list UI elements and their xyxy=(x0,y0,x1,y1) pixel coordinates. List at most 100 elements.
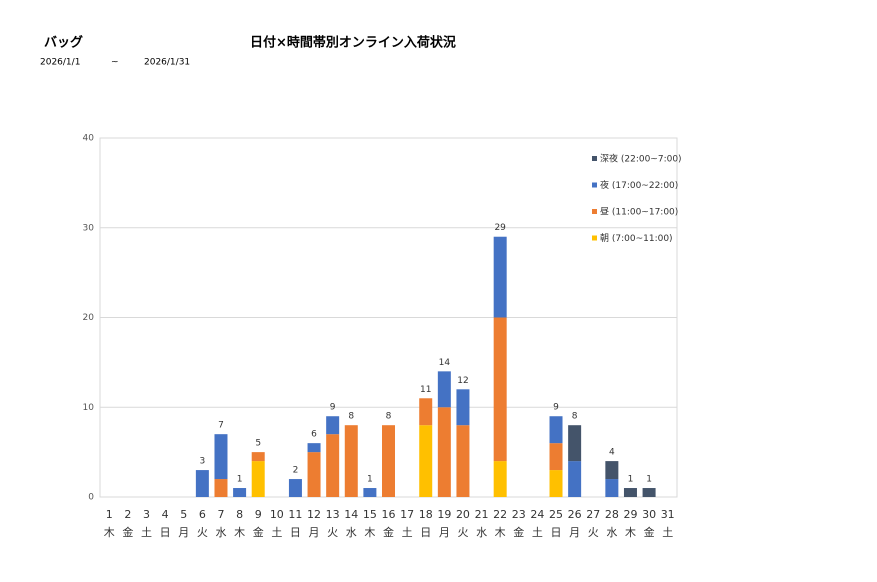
total-label: 2 xyxy=(293,466,299,476)
x-tick-label: 11 xyxy=(288,508,302,521)
x-weekday-label: 木 xyxy=(234,526,245,539)
bar-segment xyxy=(288,479,302,497)
y-tick-label: 10 xyxy=(83,403,95,413)
x-weekday-label: 日 xyxy=(420,526,431,539)
total-label: 7 xyxy=(218,421,224,431)
total-label: 5 xyxy=(255,439,261,449)
x-weekday-label: 土 xyxy=(662,526,673,539)
x-weekday-label: 月 xyxy=(569,526,580,539)
x-weekday-label: 火 xyxy=(588,526,599,539)
x-tick-label: 3 xyxy=(143,508,150,521)
x-weekday-label: 火 xyxy=(197,526,208,539)
bar-segment xyxy=(437,371,451,408)
x-weekday-label: 水 xyxy=(476,526,487,539)
x-weekday-label: 金 xyxy=(383,525,394,539)
bar-segment xyxy=(344,425,358,497)
x-tick-label: 13 xyxy=(326,508,340,521)
x-tick-label: 29 xyxy=(623,508,637,521)
chart-title: 日付×時間帯別オンライン入荷状況 xyxy=(250,35,456,51)
bar-segment xyxy=(568,461,582,497)
x-tick-label: 27 xyxy=(586,508,600,521)
x-weekday-label: 金 xyxy=(644,525,655,539)
bar-segment xyxy=(326,416,340,435)
x-weekday-label: 日 xyxy=(290,526,301,539)
bar-segment xyxy=(568,425,582,462)
bar-segment xyxy=(456,425,470,497)
x-tick-label: 1 xyxy=(106,508,113,521)
total-label: 8 xyxy=(572,412,578,422)
bar-segment xyxy=(549,416,563,444)
total-label: 12 xyxy=(457,376,468,386)
x-tick-label: 2 xyxy=(124,508,131,521)
x-weekday-label: 木 xyxy=(495,526,506,539)
y-tick-label: 20 xyxy=(83,313,95,323)
x-weekday-label: 木 xyxy=(364,526,375,539)
bar-segment xyxy=(419,425,433,497)
x-weekday-label: 金 xyxy=(513,525,524,539)
bar-segment xyxy=(493,317,507,462)
total-label: 14 xyxy=(439,358,451,368)
x-weekday-label: 金 xyxy=(253,525,264,539)
bar-segment xyxy=(214,434,228,480)
x-weekday-label: 金 xyxy=(122,525,133,539)
x-weekday-label: 土 xyxy=(402,526,413,539)
bar-segment xyxy=(251,452,265,462)
bar-segment xyxy=(307,452,321,497)
bar-segment xyxy=(437,407,451,497)
legend-swatch xyxy=(592,156,597,161)
x-tick-label: 21 xyxy=(475,508,489,521)
bar-segment xyxy=(195,470,209,497)
legend-swatch xyxy=(592,209,597,214)
x-tick-label: 28 xyxy=(605,508,619,521)
x-weekday-label: 火 xyxy=(457,526,468,539)
x-tick-label: 15 xyxy=(363,508,377,521)
bar-segment xyxy=(419,398,433,426)
x-tick-label: 16 xyxy=(382,508,396,521)
total-label: 3 xyxy=(200,457,206,467)
bar-segment xyxy=(382,425,395,497)
bar-segment xyxy=(605,461,619,480)
x-tick-label: 26 xyxy=(568,508,582,521)
legend-swatch xyxy=(592,235,597,241)
x-weekday-label: 日 xyxy=(551,526,562,539)
x-tick-label: 24 xyxy=(530,508,544,521)
date-sep: ~ xyxy=(111,58,119,68)
x-tick-label: 6 xyxy=(199,508,206,521)
x-tick-label: 18 xyxy=(419,508,433,521)
total-label: 1 xyxy=(237,475,243,485)
x-weekday-label: 土 xyxy=(532,526,543,539)
bar-segment xyxy=(456,389,470,426)
x-weekday-label: 水 xyxy=(346,526,357,539)
x-weekday-label: 月 xyxy=(439,526,450,539)
bar-segment xyxy=(251,461,265,497)
bar-segment xyxy=(623,488,637,497)
legend-label: 深夜 (22:00~7:00) xyxy=(600,153,682,165)
bar-segment xyxy=(642,488,656,497)
date-to: 2026/1/31 xyxy=(144,58,190,68)
total-label: 11 xyxy=(420,385,431,395)
x-tick-label: 12 xyxy=(307,508,321,521)
x-weekday-label: 水 xyxy=(606,526,617,539)
date-from: 2026/1/1 xyxy=(40,58,80,68)
legend-label: 昼 (11:00~17:00) xyxy=(600,207,678,218)
x-weekday-label: 木 xyxy=(104,526,115,539)
bar-segment xyxy=(214,479,228,497)
bar-segment xyxy=(233,488,247,497)
x-tick-label: 23 xyxy=(512,508,526,521)
x-tick-label: 4 xyxy=(162,508,169,521)
x-weekday-label: 土 xyxy=(271,526,282,539)
x-weekday-label: 日 xyxy=(160,526,171,539)
x-tick-label: 5 xyxy=(180,508,187,521)
x-tick-label: 8 xyxy=(236,508,243,521)
y-tick-label: 0 xyxy=(88,493,94,503)
total-label: 1 xyxy=(646,475,652,485)
bar-segment xyxy=(549,443,563,471)
x-tick-label: 17 xyxy=(400,508,414,521)
legend-label: 夜 (17:00~22:00) xyxy=(600,179,678,191)
x-tick-label: 25 xyxy=(549,508,563,521)
bar-segment xyxy=(493,236,507,318)
bar-segment xyxy=(363,488,377,497)
bar-segment xyxy=(549,470,563,497)
x-tick-label: 9 xyxy=(255,508,262,521)
